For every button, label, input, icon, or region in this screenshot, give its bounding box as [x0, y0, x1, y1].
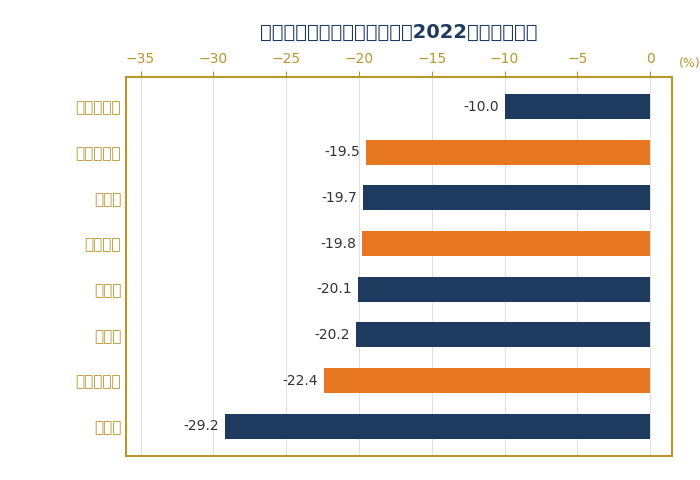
- Bar: [362, 231, 650, 256]
- Bar: [363, 185, 650, 210]
- Bar: [358, 276, 650, 302]
- Text: -29.2: -29.2: [183, 419, 219, 433]
- Bar: [324, 368, 650, 393]
- Text: -22.4: -22.4: [283, 373, 318, 387]
- Bar: [225, 414, 650, 439]
- Text: -20.1: -20.1: [316, 282, 351, 296]
- Bar: [366, 140, 650, 165]
- Text: -19.5: -19.5: [325, 145, 360, 159]
- Text: -19.7: -19.7: [322, 191, 358, 205]
- Text: -10.0: -10.0: [463, 99, 498, 114]
- Text: -19.8: -19.8: [320, 237, 356, 251]
- Bar: [356, 323, 650, 348]
- Text: (%): (%): [679, 57, 700, 70]
- Title: ＜地域・規模・スタイル別の2022年の騰落率＞: ＜地域・規模・スタイル別の2022年の騰落率＞: [260, 23, 538, 42]
- Bar: [505, 94, 650, 119]
- Text: -20.2: -20.2: [315, 328, 350, 342]
